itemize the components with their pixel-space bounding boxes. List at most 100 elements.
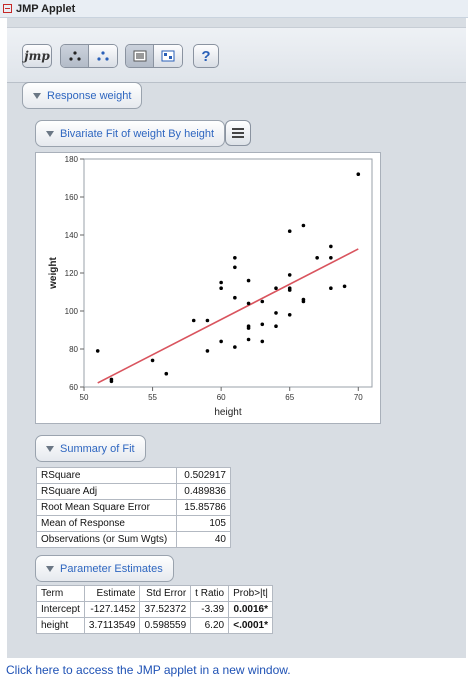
- bivariate-fit-label: Bivariate Fit of weight By height: [60, 127, 215, 140]
- jmp-logo-button[interactable]: jmp: [22, 44, 52, 68]
- x-tick-label: 70: [354, 393, 363, 402]
- summary-of-fit-table: RSquare 0.502917 RSquare Adj 0.489836 Root M…: [36, 467, 231, 548]
- row-list-icon: [133, 50, 146, 62]
- table-cell: 6.20: [190, 617, 230, 634]
- title-bar: JMP Applet: [0, 0, 468, 18]
- table-cell: <.0001*: [228, 617, 274, 634]
- table-cell: -127.1452: [83, 601, 141, 618]
- x-tick-label: 65: [285, 393, 294, 402]
- parameter-estimates-label: Parameter Estimates: [60, 562, 163, 575]
- disclosure-triangle-icon: [33, 92, 41, 99]
- column-header: Prob>|t|: [228, 585, 274, 602]
- scatter-color-dots-button[interactable]: [89, 45, 117, 67]
- scatter-color-dots-icon: [97, 51, 109, 61]
- data-point: [329, 244, 333, 249]
- data-point: [329, 286, 333, 290]
- data-point: [246, 326, 251, 330]
- open-applet-link[interactable]: Click here to access the JMP applet in a…: [6, 663, 291, 677]
- y-tick-label: 160: [65, 193, 79, 202]
- fit-label-cell: Observations (or Sum Wgts): [36, 531, 177, 548]
- fit-value-cell: 0.489836: [176, 483, 231, 500]
- data-point: [356, 172, 361, 176]
- table-cell: height: [36, 617, 85, 634]
- data-point: [205, 349, 210, 353]
- fit-value-cell: 0.502917: [176, 467, 231, 484]
- column-header: Std Error: [139, 585, 192, 602]
- data-point: [219, 286, 223, 290]
- disclosure-triangle-icon: [46, 565, 54, 572]
- point-mode-group: [60, 44, 118, 68]
- data-point: [260, 299, 265, 304]
- window-title: JMP Applet: [16, 2, 76, 15]
- x-tick-label: 50: [80, 393, 89, 402]
- table-cell: 0.598559: [139, 617, 192, 634]
- table-cell: 3.7113549: [83, 617, 141, 634]
- data-point: [246, 278, 251, 283]
- column-header: Estimate: [83, 585, 141, 602]
- red-triangle-menu-button[interactable]: [225, 120, 251, 146]
- report-panel: jmp ?: [7, 18, 466, 658]
- data-point: [164, 371, 169, 376]
- fit-value-cell: 105: [176, 515, 231, 532]
- data-point: [287, 288, 292, 292]
- fit-label-cell: RSquare Adj: [36, 483, 177, 500]
- disclosure-triangle-icon: [46, 445, 54, 452]
- data-point: [260, 339, 265, 344]
- parameter-estimates-table: Term Estimate Std Error t Ratio Prob>|t| Int…: [36, 585, 274, 634]
- collapse-icon[interactable]: [3, 4, 12, 13]
- data-point: [301, 223, 306, 228]
- data-point: [315, 256, 319, 260]
- summary-of-fit-label: Summary of Fit: [60, 442, 135, 455]
- bivariate-chart: 50 55 60 65 70 60 80 100 120 140 160 180 height weigh…: [35, 152, 381, 424]
- table-row: RSquare 0.502917: [36, 467, 231, 484]
- help-icon: ?: [201, 47, 211, 65]
- table-header-row: Term Estimate Std Error t Ratio Prob>|t|: [36, 585, 274, 602]
- column-header: t Ratio: [190, 585, 230, 602]
- x-axis-label: height: [214, 407, 241, 418]
- y-tick-label: 80: [69, 345, 78, 354]
- table-row: Observations (or Sum Wgts) 40: [36, 531, 231, 548]
- row-list-button[interactable]: [126, 45, 154, 67]
- scatter-dots-button[interactable]: [61, 45, 89, 67]
- y-tick-label: 180: [65, 155, 79, 164]
- data-point: [95, 349, 100, 353]
- fit-label-cell: RSquare: [36, 467, 177, 484]
- y-tick-label: 140: [65, 231, 79, 240]
- fit-label-cell: Mean of Response: [36, 515, 177, 532]
- table-cell: 0.0016*: [228, 601, 274, 618]
- table-row: Intercept -127.1452 37.52372 -3.39 0.0016*: [36, 601, 274, 618]
- data-point: [246, 301, 251, 306]
- data-point: [260, 322, 265, 327]
- data-point: [342, 284, 347, 289]
- data-point: [233, 256, 237, 260]
- data-point: [287, 273, 292, 277]
- parameter-estimates-outline[interactable]: Parameter Estimates: [35, 555, 174, 582]
- scatter-dots-icon: [68, 51, 81, 61]
- response-weight-label: Response weight: [47, 89, 132, 102]
- data-grid-icon: [161, 50, 175, 62]
- table-cell: -3.39: [190, 601, 230, 618]
- data-point: [191, 318, 196, 323]
- x-tick-label: 55: [148, 393, 157, 402]
- summary-of-fit-outline[interactable]: Summary of Fit: [35, 435, 146, 462]
- y-tick-label: 60: [69, 383, 78, 392]
- data-point: [274, 286, 278, 290]
- hamburger-icon: [232, 128, 244, 130]
- response-weight-outline[interactable]: Response weight: [22, 82, 143, 109]
- table-row: height 3.7113549 0.598559 6.20 <.0001*: [36, 617, 274, 634]
- fit-label-cell: Root Mean Square Error: [36, 499, 177, 516]
- data-grid-button[interactable]: [154, 45, 182, 67]
- scatter-plot-svg: 50 55 60 65 70 60 80 100 120 140 160 180 height weigh…: [48, 155, 373, 418]
- help-button[interactable]: ?: [193, 44, 219, 68]
- data-point: [219, 280, 223, 285]
- fit-value-cell: 15.85786: [176, 499, 231, 516]
- data-point: [301, 299, 306, 304]
- jmp-logo-icon: jmp: [24, 49, 50, 63]
- table-row: RSquare Adj 0.489836: [36, 483, 231, 500]
- bivariate-fit-outline[interactable]: Bivariate Fit of weight By height: [35, 120, 226, 147]
- data-point: [150, 358, 155, 363]
- data-point: [205, 318, 210, 323]
- data-point: [274, 324, 278, 328]
- data-point: [246, 337, 251, 342]
- view-mode-group: [125, 44, 183, 68]
